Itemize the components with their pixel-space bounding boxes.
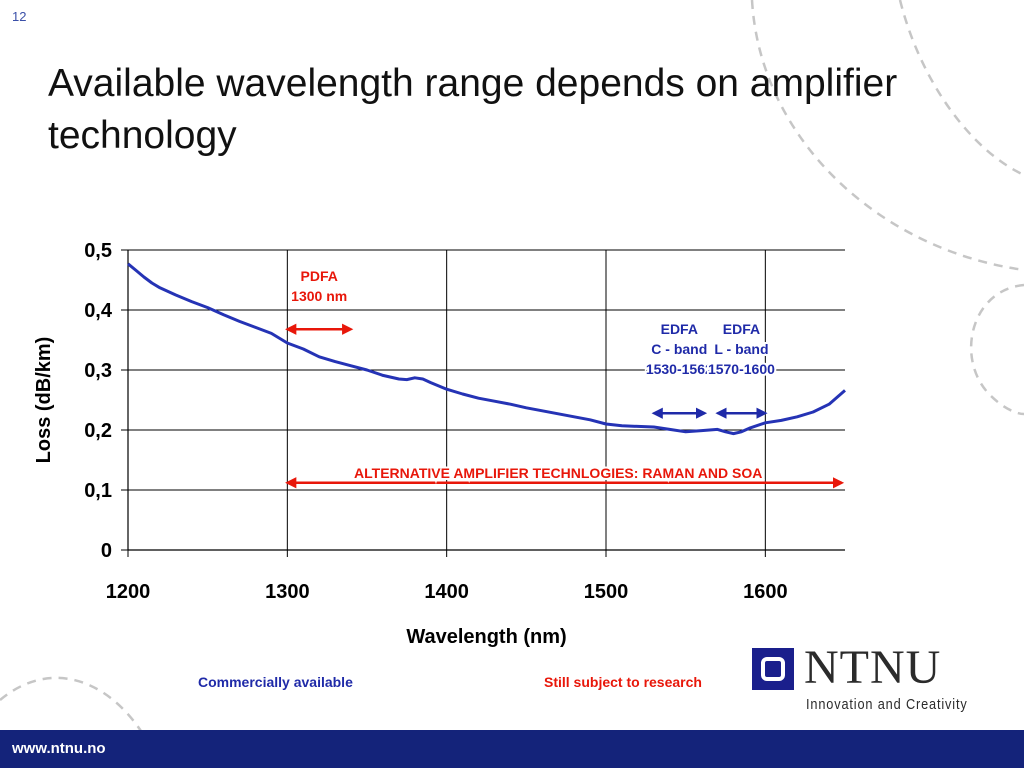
annotation-label: C - band <box>651 341 707 357</box>
y-tick-label: 0,4 <box>84 300 113 322</box>
decorative-arc <box>750 0 1024 272</box>
annotation-label: EDFA <box>661 321 698 337</box>
annotation-label-halo: EDFA <box>723 321 760 337</box>
x-tick-label: 1500 <box>584 581 629 603</box>
annotation-label-halo: ALTERNATIVE AMPLIFIER TECHNLOGIES: RAMAN… <box>354 465 762 481</box>
annotation-label: ALTERNATIVE AMPLIFIER TECHNLOGIES: RAMAN… <box>354 465 762 481</box>
ntnu-logo: NTNU Innovation and Creativity <box>752 642 1002 718</box>
slide-title: Available wavelength range depends on am… <box>48 62 898 157</box>
y-axis-label: Loss (dB/km) <box>33 337 55 464</box>
y-tick-label: 0 <box>101 540 112 562</box>
annotation-label: PDFA <box>301 268 338 284</box>
annotation-label: EDFA <box>723 321 760 337</box>
annotation-label: L - band <box>714 341 768 357</box>
logo-name: NTNU <box>804 641 942 694</box>
logo-tagline: Innovation and Creativity <box>806 696 968 713</box>
y-tick-label: 0,3 <box>84 360 112 382</box>
annotation-label-halo: L - band <box>714 341 768 357</box>
commercially-available-note: Commercially available <box>198 674 353 690</box>
x-axis-label: Wavelength (nm) <box>406 626 566 648</box>
y-tick-label: 0,2 <box>84 420 112 442</box>
y-tick-label: 0,5 <box>84 240 112 262</box>
annotation-label-halo: 1300 nm <box>291 288 347 304</box>
annotation-label-halo: PDFA <box>301 268 338 284</box>
y-tick-label: 0,1 <box>84 480 112 502</box>
footer-url[interactable]: www.ntnu.no <box>12 740 106 757</box>
loss-curve <box>127 262 846 436</box>
x-tick-label: 1300 <box>265 581 310 603</box>
x-tick-label: 1400 <box>424 581 469 603</box>
annotation-label: 1530-1562 <box>646 361 713 377</box>
ntnu-logo-icon <box>752 648 794 690</box>
x-tick-label: 1200 <box>106 581 151 603</box>
slide-number: 12 <box>12 9 27 24</box>
footer-bar: www.ntnu.no <box>0 730 1024 768</box>
x-tick-label: 1600 <box>743 581 788 603</box>
annotation-label-halo: 1570-1600 <box>708 361 775 377</box>
annotation-label: 1300 nm <box>291 288 347 304</box>
loss-chart: 0 0,1 0,2 0,3 0,4 0,5 1200 1300 1400 1500 1600 Wave… <box>33 240 846 648</box>
annotation-label-halo: 1530-1562 <box>646 361 713 377</box>
annotation-label-halo: C - band <box>651 341 707 357</box>
annotation-label: 1570-1600 <box>708 361 775 377</box>
research-note: Still subject to research <box>544 674 702 690</box>
annotation-label-halo: EDFA <box>661 321 698 337</box>
decorative-arc <box>898 0 1024 177</box>
decorative-arc <box>969 283 1024 416</box>
